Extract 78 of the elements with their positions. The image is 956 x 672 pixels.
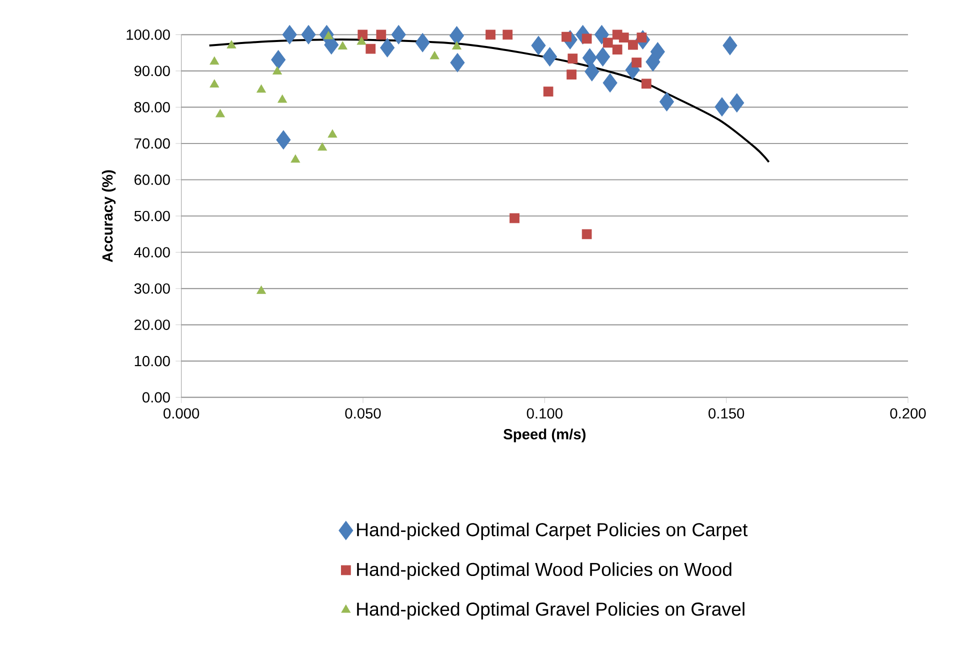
point xyxy=(659,92,674,112)
point xyxy=(636,32,647,43)
point xyxy=(502,30,513,40)
point xyxy=(632,58,642,68)
point xyxy=(628,40,638,50)
point xyxy=(602,73,618,93)
point xyxy=(226,40,236,48)
point xyxy=(450,52,465,72)
point xyxy=(486,30,496,40)
point xyxy=(562,32,572,42)
x-tick-label: 0.100 xyxy=(526,408,562,419)
x-tick-label: 0.200 xyxy=(890,408,926,419)
y-tick-label: 80.00 xyxy=(134,102,170,112)
point xyxy=(380,38,395,58)
point xyxy=(618,32,629,43)
y-axis-title: Accuracy (%) xyxy=(102,170,116,262)
x-axis-title: Speed (m/s) xyxy=(504,428,586,442)
point xyxy=(415,33,430,52)
point xyxy=(324,31,334,40)
point xyxy=(318,142,327,151)
point xyxy=(324,35,339,54)
point xyxy=(510,213,520,224)
x-tick-label: 0.150 xyxy=(708,408,744,419)
point xyxy=(256,84,266,93)
point xyxy=(582,34,592,44)
point xyxy=(430,51,440,60)
point xyxy=(722,36,738,56)
point xyxy=(278,94,287,103)
y-tick-label: 100.00 xyxy=(126,29,170,40)
point xyxy=(290,154,300,163)
y-tick-label: 50.00 xyxy=(134,210,170,222)
point xyxy=(271,50,286,70)
x-tick-label: 0.050 xyxy=(345,408,381,419)
y-tick-label: 0.00 xyxy=(142,392,170,403)
y-tick-label: 60.00 xyxy=(134,174,170,185)
point xyxy=(449,26,464,46)
point xyxy=(301,25,316,44)
point xyxy=(356,36,366,45)
point xyxy=(542,47,558,66)
point xyxy=(452,41,462,50)
point xyxy=(612,44,622,54)
point xyxy=(641,78,652,89)
point xyxy=(582,48,597,68)
point xyxy=(366,44,376,54)
point xyxy=(216,109,225,118)
y-tick-label: 30.00 xyxy=(134,283,170,294)
point xyxy=(566,70,576,80)
point xyxy=(568,54,578,64)
point xyxy=(338,41,348,50)
point xyxy=(646,52,660,72)
y-tick-label: 10.00 xyxy=(134,356,170,366)
legend-label: Hand-picked Optimal Carpet Policies on Carpet xyxy=(357,522,748,540)
legend-label: Hand-picked Optimal Wood Policies on Wood xyxy=(357,562,732,580)
point xyxy=(582,229,592,240)
point xyxy=(210,56,220,65)
point xyxy=(376,30,386,40)
point xyxy=(531,36,546,56)
point xyxy=(358,30,368,40)
point xyxy=(391,25,406,44)
y-tick-label: 20.00 xyxy=(134,320,170,330)
point xyxy=(584,62,600,82)
y-tick-label: 40.00 xyxy=(134,247,170,258)
point xyxy=(730,93,744,112)
point xyxy=(602,38,613,48)
point xyxy=(594,25,609,44)
legend-label: Hand-picked Optimal Gravel Policies on Gravel xyxy=(357,602,744,620)
point xyxy=(543,86,554,97)
point xyxy=(276,130,291,150)
point xyxy=(282,25,297,44)
y-tick-label: 90.00 xyxy=(134,66,170,76)
point xyxy=(272,66,282,74)
y-tick-label: 70.00 xyxy=(134,138,170,149)
point xyxy=(328,129,338,138)
point xyxy=(596,47,610,66)
point xyxy=(210,79,220,88)
point xyxy=(256,286,266,294)
point xyxy=(714,97,730,116)
x-tick-label: 0.000 xyxy=(164,408,200,419)
